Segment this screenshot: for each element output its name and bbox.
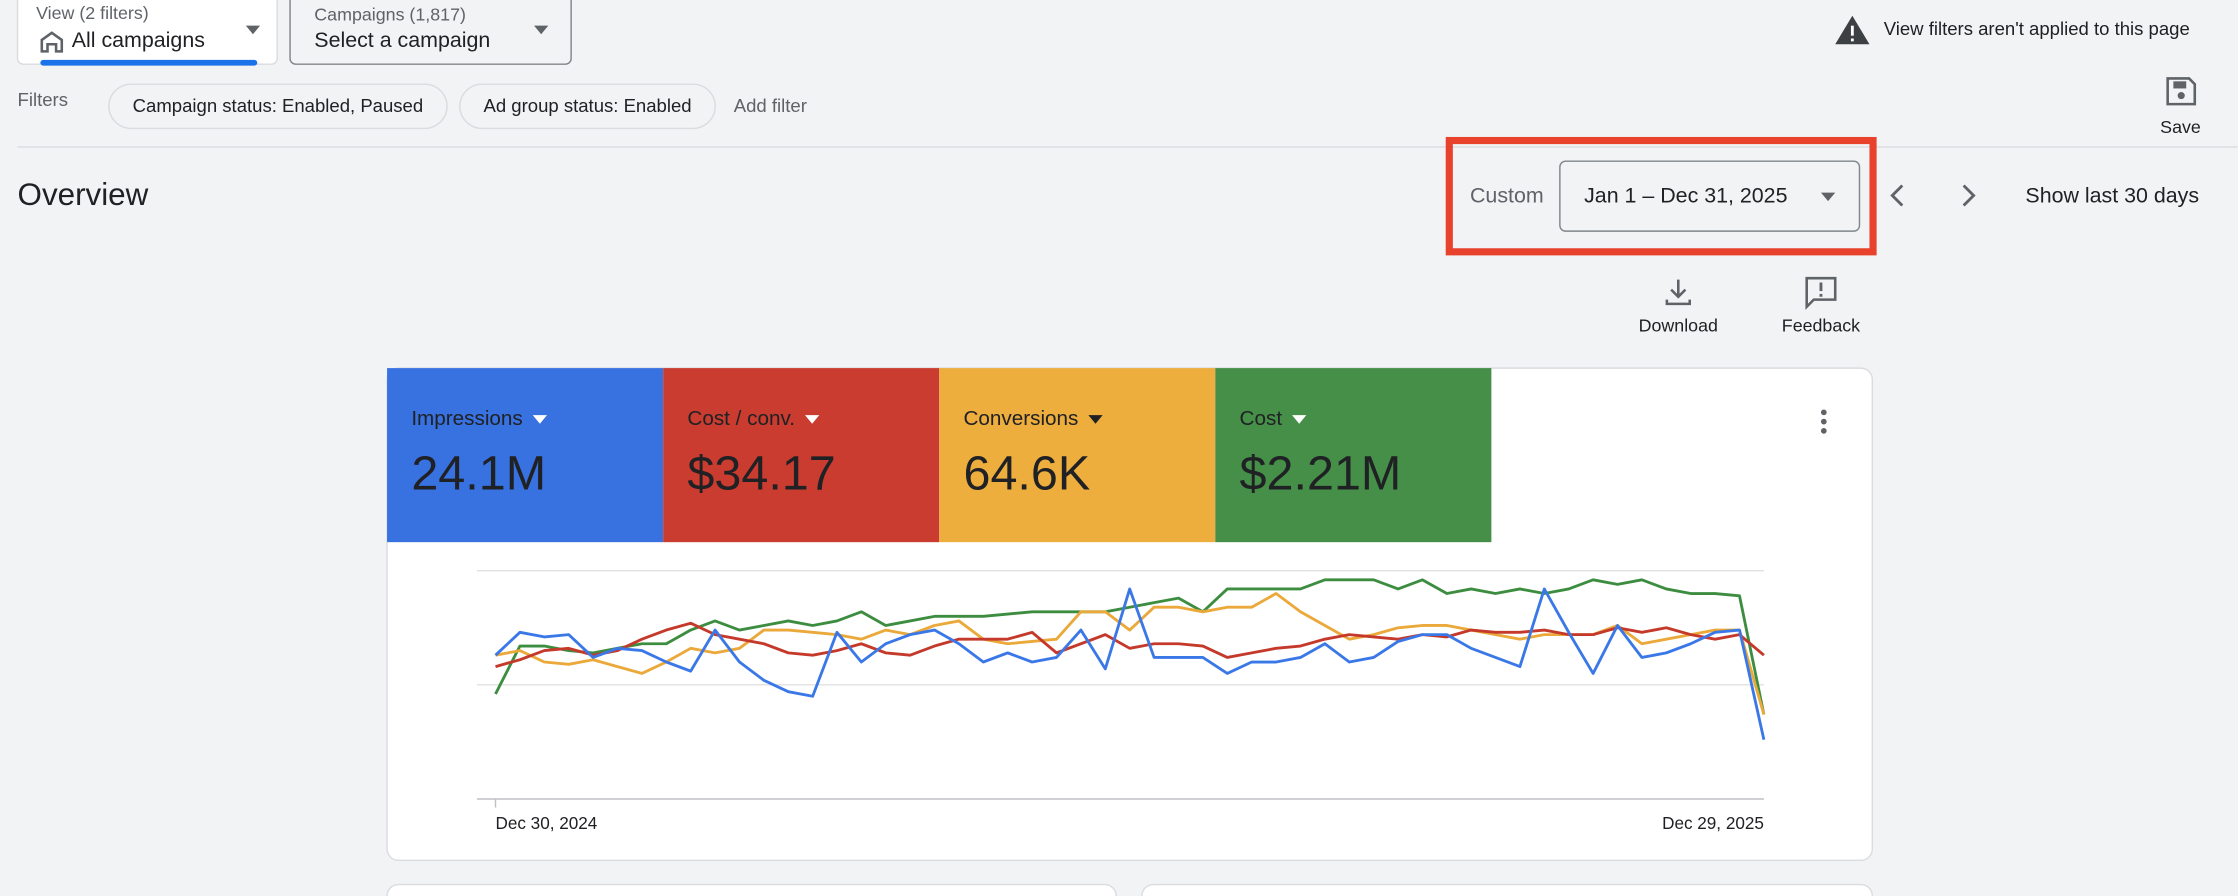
scorecard-bg[interactable] bbox=[387, 368, 664, 543]
scorecard-label: Impressions bbox=[411, 407, 522, 430]
scorecard[interactable]: Cost / conv. $34.17 bbox=[663, 368, 940, 543]
feedback-icon-part bbox=[1819, 293, 1823, 297]
x-tick-label: Dec 29, 2025 bbox=[1662, 814, 1764, 833]
download-button[interactable]: Download bbox=[1639, 279, 1718, 336]
previous-button[interactable] bbox=[1890, 184, 1904, 207]
scorecard-bg[interactable] bbox=[663, 368, 940, 543]
scorecard[interactable]: Conversions 64.6K bbox=[939, 368, 1216, 543]
series-line bbox=[494, 587, 1766, 740]
plot: Dec 30, 2024 Dec 29, 2025 bbox=[476, 569, 1766, 833]
overview-title: Overview bbox=[18, 177, 149, 212]
date-range-dropdown[interactable] bbox=[1559, 160, 1861, 232]
scorecard[interactable]: Impressions 24.1M bbox=[387, 368, 664, 543]
add-filter[interactable]: Add filter bbox=[734, 95, 807, 116]
view-value: All campaigns bbox=[72, 28, 205, 52]
save-icon bbox=[2166, 77, 2197, 106]
scorecard-label: Conversions bbox=[963, 407, 1078, 430]
dropdown-arrow bbox=[1820, 192, 1836, 202]
chip-text: Campaign status: Enabled, Paused bbox=[133, 95, 424, 116]
show-last-link[interactable]: Show last 30 days bbox=[2025, 184, 2199, 208]
scorecard-label: Cost bbox=[1240, 407, 1283, 430]
warning-dot bbox=[1850, 38, 1854, 42]
warning-mark bbox=[1850, 25, 1854, 36]
feedback-icon-part bbox=[1819, 282, 1823, 292]
dropdown-arrow bbox=[534, 25, 549, 35]
house-icon bbox=[40, 31, 64, 53]
campaigns-value: Select a campaign bbox=[314, 28, 490, 52]
series-line bbox=[495, 621, 1765, 668]
next-button[interactable] bbox=[1962, 184, 1976, 207]
scorecard-value: $2.21M bbox=[1240, 446, 1402, 500]
scorecard-label: Cost / conv. bbox=[687, 407, 795, 430]
more-menu[interactable] bbox=[1820, 409, 1827, 416]
save-label: Save bbox=[2160, 117, 2201, 137]
save-button[interactable]: Save bbox=[2160, 77, 2201, 137]
view-dropdown[interactable]: View (2 filters) All campaigns bbox=[16, 0, 278, 66]
campaign-dropdown[interactable]: Campaigns (1,817) Select a campaign bbox=[289, 0, 572, 65]
scorecard-value: $34.17 bbox=[687, 446, 835, 500]
view-label: View (2 filters) bbox=[36, 3, 149, 23]
download-label: Download bbox=[1639, 315, 1718, 335]
highlight-box bbox=[1445, 136, 1877, 256]
save-icon-part bbox=[2177, 92, 2185, 100]
scorecards: Impressions 24.1M Cost / conv. $34.17 Conver… bbox=[387, 368, 1492, 543]
series-line bbox=[494, 578, 1766, 715]
dropdown-arrow bbox=[245, 25, 261, 35]
notice: View filters aren't applied to this page bbox=[1884, 18, 2190, 39]
lower-card bbox=[1141, 883, 1874, 896]
scorecard[interactable]: Cost $2.21M bbox=[1215, 368, 1492, 543]
download-icon bbox=[1665, 279, 1691, 306]
save-icon-part bbox=[2173, 81, 2187, 89]
scorecard-value: 64.6K bbox=[963, 446, 1090, 500]
feedback-label: Feedback bbox=[1782, 315, 1860, 335]
scorecard-bg[interactable] bbox=[939, 368, 1216, 543]
campaigns-label: Campaigns (1,817) bbox=[314, 4, 466, 24]
feedback-icon bbox=[1805, 276, 1837, 310]
date-range: Jan 1 – Dec 31, 2025 bbox=[1584, 184, 1787, 208]
dropdown-arrow bbox=[1292, 415, 1307, 424]
scorecard-bg[interactable] bbox=[1215, 368, 1492, 543]
x-tick-label: Dec 30, 2024 bbox=[496, 814, 598, 833]
filter-chip[interactable] bbox=[108, 83, 448, 130]
dropdown-arrow bbox=[805, 415, 820, 424]
active-indicator bbox=[40, 59, 258, 66]
lower-card bbox=[386, 883, 1117, 896]
range-type: Custom bbox=[1470, 184, 1544, 208]
more-menu[interactable] bbox=[1820, 428, 1827, 434]
scorecard-value: 24.1M bbox=[411, 446, 546, 500]
dropdown-box[interactable] bbox=[289, 0, 572, 65]
chip-text: Ad group status: Enabled bbox=[483, 95, 691, 116]
filters-label: Filters bbox=[18, 89, 68, 110]
more-menu[interactable] bbox=[1820, 418, 1827, 425]
filter-chip[interactable] bbox=[459, 83, 716, 130]
dropdown-arrow bbox=[1088, 415, 1103, 424]
series-line bbox=[495, 592, 1766, 715]
feedback-button[interactable]: Feedback bbox=[1782, 276, 1860, 335]
dropdown-arrow bbox=[532, 415, 548, 424]
